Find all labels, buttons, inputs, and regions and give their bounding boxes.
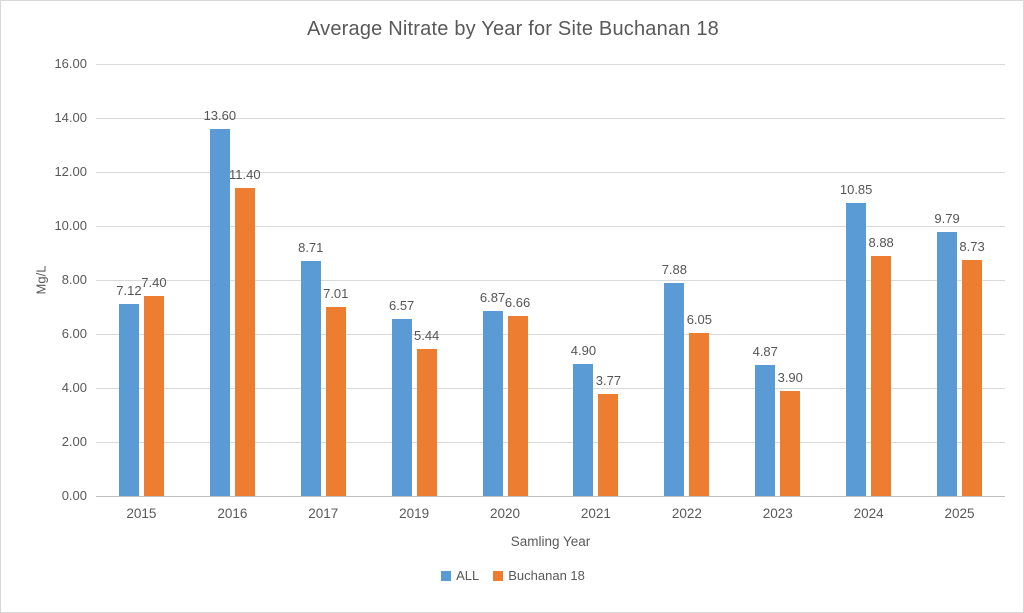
bar-value-label-all-2019: 6.57 (388, 297, 415, 313)
bar-value-label-all-2023: 4.87 (752, 343, 778, 359)
bar-value-label-buchanan-18-2016: 11.40 (229, 167, 261, 183)
bar-all-2016 (209, 128, 230, 496)
bar-buchanan-18-2016 (234, 188, 255, 496)
bar-buchanan-18-2019 (416, 349, 437, 496)
x-tick-label: 2016 (217, 506, 248, 521)
y-tick-label: 10.00 (54, 218, 87, 233)
bar-buchanan-18-2015 (143, 296, 164, 496)
x-axis-title: Samling Year (510, 534, 591, 549)
gridline (96, 441, 1005, 443)
bar-all-2021 (573, 363, 594, 496)
bar-buchanan-18-2020 (507, 316, 528, 496)
bar-value-label-all-2022: 7.88 (661, 262, 687, 278)
bar-all-2022 (664, 283, 685, 496)
gridline (96, 333, 1005, 335)
bar-value-label-all-2016: 13.60 (203, 107, 237, 123)
bar-buchanan-18-2022 (689, 332, 710, 496)
y-tick-label: 2.00 (61, 434, 87, 449)
bar-value-label-buchanan-18-2015: 7.40 (141, 275, 167, 291)
gridline (96, 225, 1005, 227)
legend-label-buchanan-18: Buchanan 18 (508, 568, 585, 583)
gridline (96, 117, 1005, 119)
bar-all-2020 (482, 310, 503, 496)
bar-buchanan-18-2023 (780, 390, 801, 496)
gridline (96, 279, 1005, 281)
x-tick-label: 2019 (399, 506, 430, 521)
x-tick-label: 2015 (126, 506, 157, 521)
x-tick-label: 2021 (580, 506, 611, 521)
bar-buchanan-18-2017 (325, 306, 346, 496)
x-tick-label: 2023 (762, 506, 793, 521)
y-tick-label: 6.00 (61, 326, 87, 341)
bar-value-label-all-2021: 4.90 (570, 342, 597, 358)
bar-buchanan-18-2024 (871, 256, 892, 496)
gridline (96, 387, 1005, 389)
bar-value-label-all-2025: 9.79 (934, 210, 960, 226)
bar-all-2019 (391, 318, 412, 496)
legend-item-all: ALL (441, 568, 479, 583)
bar-value-label-buchanan-18-2019: 5.44 (413, 328, 440, 344)
bar-value-label-all-2024: 10.85 (839, 182, 873, 198)
legend: ALL Buchanan 18 (1, 568, 1023, 583)
y-tick-label: 14.00 (54, 110, 87, 125)
gridline (96, 63, 1005, 65)
bar-all-2025 (937, 231, 958, 496)
x-tick-label: 2025 (944, 506, 975, 521)
bar-value-label-buchanan-18-2023: 3.90 (777, 369, 803, 385)
bar-all-2017 (300, 260, 321, 496)
bar-buchanan-18-2021 (598, 394, 619, 496)
bar-all-2015 (118, 303, 139, 496)
x-tick-label: 2024 (853, 506, 884, 521)
bar-value-label-buchanan-18-2024: 8.88 (868, 235, 894, 251)
legend-swatch-all-icon (441, 570, 452, 581)
legend-swatch-buchanan-18-icon (493, 570, 504, 581)
bar-buchanan-18-2025 (962, 260, 983, 496)
bar-value-label-all-2020: 6.87 (479, 289, 506, 305)
bar-value-label-buchanan-18-2022: 6.05 (686, 311, 712, 327)
y-tick-label: 12.00 (54, 164, 87, 179)
legend-label-all: ALL (456, 568, 480, 583)
bar-value-label-buchanan-18-2017: 7.01 (323, 285, 349, 301)
bar-value-label-all-2015: 7.12 (116, 282, 142, 298)
x-axis-line (96, 495, 1005, 497)
bar-value-label-buchanan-18-2021: 3.77 (595, 373, 622, 389)
chart-title: Average Nitrate by Year for Site Buchana… (306, 18, 720, 40)
y-tick-label: 4.00 (61, 380, 87, 395)
bar-value-label-buchanan-18-2025: 8.73 (959, 239, 985, 255)
gridline (96, 171, 1005, 173)
bar-all-2023 (755, 364, 776, 496)
y-tick-label: 16.00 (54, 56, 87, 71)
bar-value-label-all-2017: 8.71 (298, 239, 324, 255)
x-tick-label: 2022 (671, 506, 702, 521)
legend-item-buchanan-18: Buchanan 18 (493, 568, 585, 583)
bar-value-label-buchanan-18-2020: 6.66 (504, 295, 531, 311)
x-tick-label: 2020 (490, 506, 521, 521)
x-tick-label: 2017 (308, 506, 339, 521)
bar-all-2024 (846, 203, 867, 496)
y-tick-label: 0.00 (61, 488, 87, 503)
y-tick-label: 8.00 (61, 272, 87, 287)
